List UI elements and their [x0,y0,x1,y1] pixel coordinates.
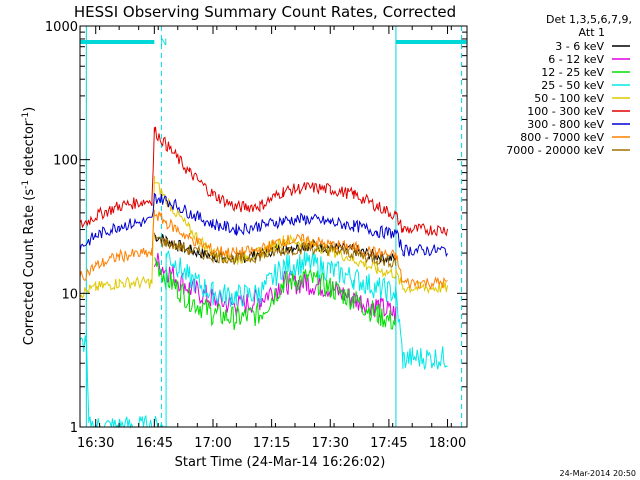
x-tick-label-3: 17:15 [253,436,290,451]
legend-header-line1: Det 1,3,5,6,7,9, [546,13,632,26]
chart-title: HESSI Observing Summary Count Rates, Cor… [74,3,456,21]
legend-label-8: 7000 - 20000 keV [506,144,604,157]
x-tick-label-1: 16:45 [136,436,173,451]
series-line-4 [79,175,448,299]
plot-area: N [79,26,467,429]
y-tick-label-0: 1 [70,421,78,436]
x-tick-label-5: 17:45 [370,436,407,451]
series-line-7 [79,209,448,290]
y-tick-label-2: 100 [53,154,78,169]
series-line-2 [154,257,397,330]
legend-label-3: 25 - 50 keV [541,79,604,92]
x-tick-label-2: 17:00 [194,436,231,451]
legend-label-2: 12 - 25 keV [541,66,604,79]
x-tick-label-4: 17:30 [312,436,349,451]
y-tick-label-3: 1000 [45,20,78,35]
y-tick-label-1: 10 [61,287,78,302]
x-tick-label-0: 16:30 [77,436,114,451]
attenuator-label-0: N [160,38,167,48]
series-line-0 [154,234,397,265]
legend-label-0: 3 - 6 keV [555,40,604,53]
timestamp-text: 24-Mar-2014 20:50 [560,469,637,478]
series-line-6 [79,192,448,258]
y-axis-label: Corrected Count Rate (s-1 detector-1) [21,107,37,345]
plot-frame [79,25,468,428]
legend-label-1: 6 - 12 keV [548,53,604,66]
legend-label-4: 50 - 100 keV [534,92,604,105]
legend-label-5: 100 - 300 keV [527,105,604,118]
series-line-1 [153,252,397,322]
legend-header-line2: Att 1 [579,26,605,39]
x-tick-label-6: 18:00 [429,436,466,451]
series-line-8 [153,232,397,268]
legend-label-7: 800 - 7000 keV [520,131,604,144]
series-line-3 [79,250,448,429]
y-axis-ticks: 1 10 100 1000 [45,20,467,436]
x-axis-label: Start Time (24-Mar-14 16:26:02) [175,455,386,470]
legend-label-6: 300 - 800 keV [527,118,604,131]
x-axis-ticks: 16:30 16:45 17:00 17:15 17:30 17:45 18:00 [77,26,466,451]
series-line-5 [79,126,448,237]
